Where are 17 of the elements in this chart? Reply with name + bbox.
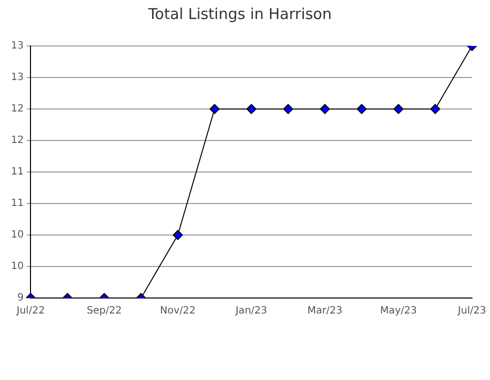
y-tick-label: 10 [10, 261, 24, 272]
x-tick-label: Sep/22 [86, 306, 122, 317]
y-tick-label: 9 [17, 292, 24, 304]
x-tick-label: Nov/22 [160, 306, 196, 317]
y-tick-label: 13 [10, 72, 24, 84]
y-tick-label: 11 [10, 198, 24, 210]
y-tick-label: 12 [10, 135, 24, 146]
x-tick-label: Jul/23 [456, 306, 486, 317]
x-tick-label: Mar/23 [307, 306, 342, 317]
x-tick-label: Jan/23 [234, 306, 268, 317]
y-tick-label: 13 [10, 40, 24, 52]
x-tick-label: May/23 [380, 306, 417, 317]
x-tick-label: Jul/22 [16, 306, 45, 317]
y-tick-label: 12 [10, 104, 24, 115]
chart-title: Total Listings in Harrison [147, 4, 332, 23]
y-tick-label: 11 [10, 166, 24, 178]
y-tick-label: 10 [10, 230, 24, 241]
